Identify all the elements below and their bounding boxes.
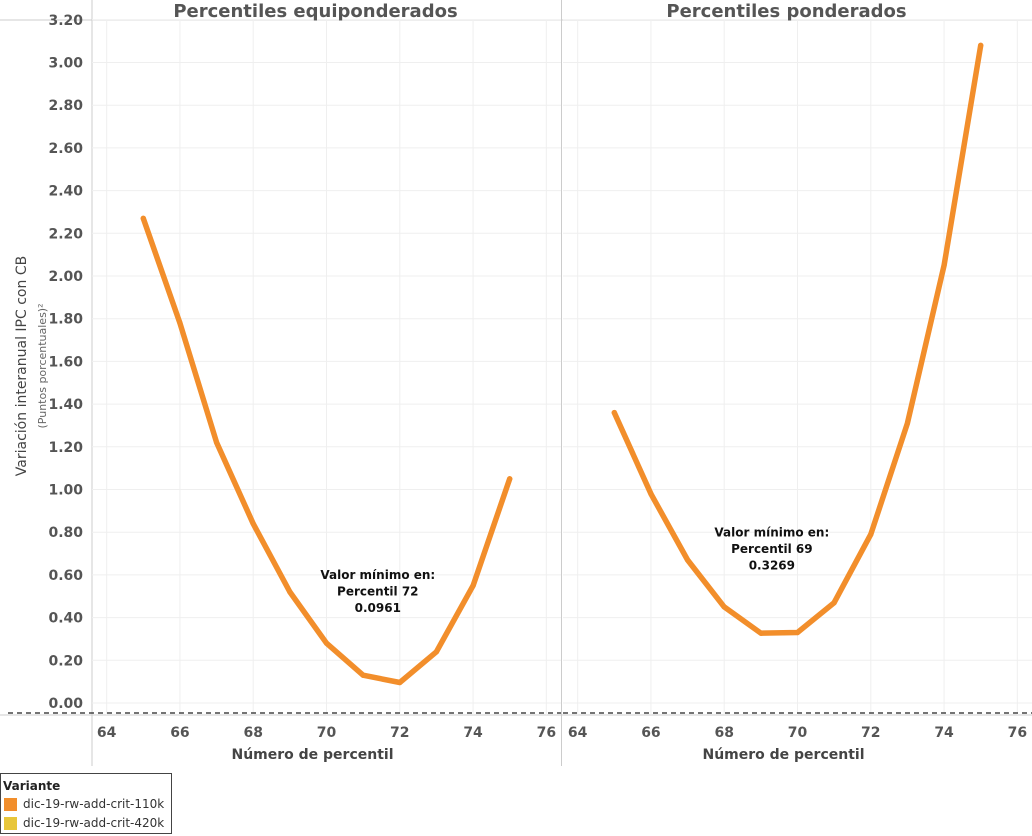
y-tick-label: 1.80 [48, 312, 83, 328]
min-value-annotation: Percentil 72 [337, 585, 419, 599]
y-tick-label: 1.00 [48, 483, 83, 499]
x-tick-label: 76 [537, 725, 556, 741]
data-point [831, 600, 837, 606]
x-tick-label: 70 [317, 725, 337, 741]
y-tick-label: 2.60 [48, 141, 83, 157]
legend-item-420k[interactable]: dic-19-rw-add-crit-420k [4, 815, 164, 831]
x-tick-label: 72 [390, 725, 409, 741]
x-tick-label: 74 [463, 725, 483, 741]
min-value-annotation: Valor mínimo en: [320, 568, 435, 582]
y-tick-label: 2.00 [48, 269, 83, 285]
data-point [978, 42, 984, 49]
data-point [758, 630, 764, 636]
data-point [360, 672, 366, 678]
data-point [507, 476, 513, 482]
x-tick-label: 64 [568, 725, 588, 741]
x-tick-label: 66 [170, 725, 189, 741]
panel-title: Percentiles ponderados [666, 1, 906, 22]
x-tick-label: 70 [788, 725, 808, 741]
min-value-annotation: 0.0961 [355, 601, 401, 615]
x-tick-label: 72 [861, 725, 880, 741]
y-tick-label: 2.40 [48, 184, 83, 200]
data-point [470, 582, 476, 589]
data-point [794, 629, 801, 636]
data-point [611, 410, 617, 416]
x-tick-label: 64 [97, 725, 117, 741]
data-point [904, 420, 911, 426]
min-value-annotation: Percentil 69 [731, 542, 813, 556]
y-tick-label: 3.00 [48, 56, 83, 72]
data-point [941, 262, 947, 268]
data-point [684, 557, 691, 563]
data-point [868, 531, 874, 537]
y-tick-label: 1.20 [48, 440, 83, 456]
data-point [177, 320, 183, 326]
legend-title: Variante [3, 779, 61, 793]
legend-item-110k[interactable]: dic-19-rw-add-crit-110k [4, 796, 164, 812]
y-tick-label: 0.20 [48, 653, 83, 669]
min-value-annotation: Valor mínimo en: [714, 525, 829, 539]
y-tick-label: 2.20 [48, 226, 83, 242]
data-point [433, 649, 440, 655]
panel-title: Percentiles equiponderados [173, 1, 457, 22]
x-axis-label: Número de percentil [231, 747, 393, 763]
y-tick-label: 0.00 [48, 696, 83, 712]
y-axis-sublabel: (Puntos porcentuales)² [36, 303, 49, 428]
data-point [648, 491, 654, 497]
legend-swatch-420k [4, 816, 17, 830]
legend-label-110k: dic-19-rw-add-crit-110k [23, 797, 165, 811]
y-tick-label: 2.80 [48, 98, 83, 114]
x-tick-label: 68 [714, 725, 733, 741]
y-tick-label: 0.80 [48, 525, 83, 541]
y-tick-label: 3.20 [48, 13, 83, 29]
y-axis-label: Variación interanual IPC con CB [14, 256, 30, 476]
x-tick-label: 68 [243, 725, 262, 741]
x-axis-label: Número de percentil [702, 747, 864, 763]
min-value-annotation: 0.3269 [749, 558, 795, 572]
data-point [250, 521, 256, 527]
legend: Variante dic-19-rw-add-crit-110k dic-19-… [0, 773, 172, 834]
data-point [213, 439, 220, 446]
x-tick-label: 74 [934, 725, 954, 741]
data-point [721, 604, 727, 610]
y-tick-label: 1.40 [48, 397, 83, 413]
legend-label-420k: dic-19-rw-add-crit-420k [23, 816, 165, 830]
data-point [397, 679, 403, 686]
data-point [323, 640, 330, 646]
x-tick-label: 76 [1008, 725, 1027, 741]
data-point [287, 589, 293, 595]
y-tick-label: 0.60 [48, 568, 83, 584]
y-tick-label: 0.40 [48, 611, 83, 627]
chart-canvas: 3.20 3.00 2.80 2.60 2.40 2.20 2.00 1.80 1.60 1.40… [0, 0, 1032, 766]
legend-swatch-110k [4, 797, 17, 811]
x-tick-label: 66 [641, 725, 660, 741]
y-tick-label: 1.60 [48, 354, 83, 370]
data-point [140, 215, 146, 221]
